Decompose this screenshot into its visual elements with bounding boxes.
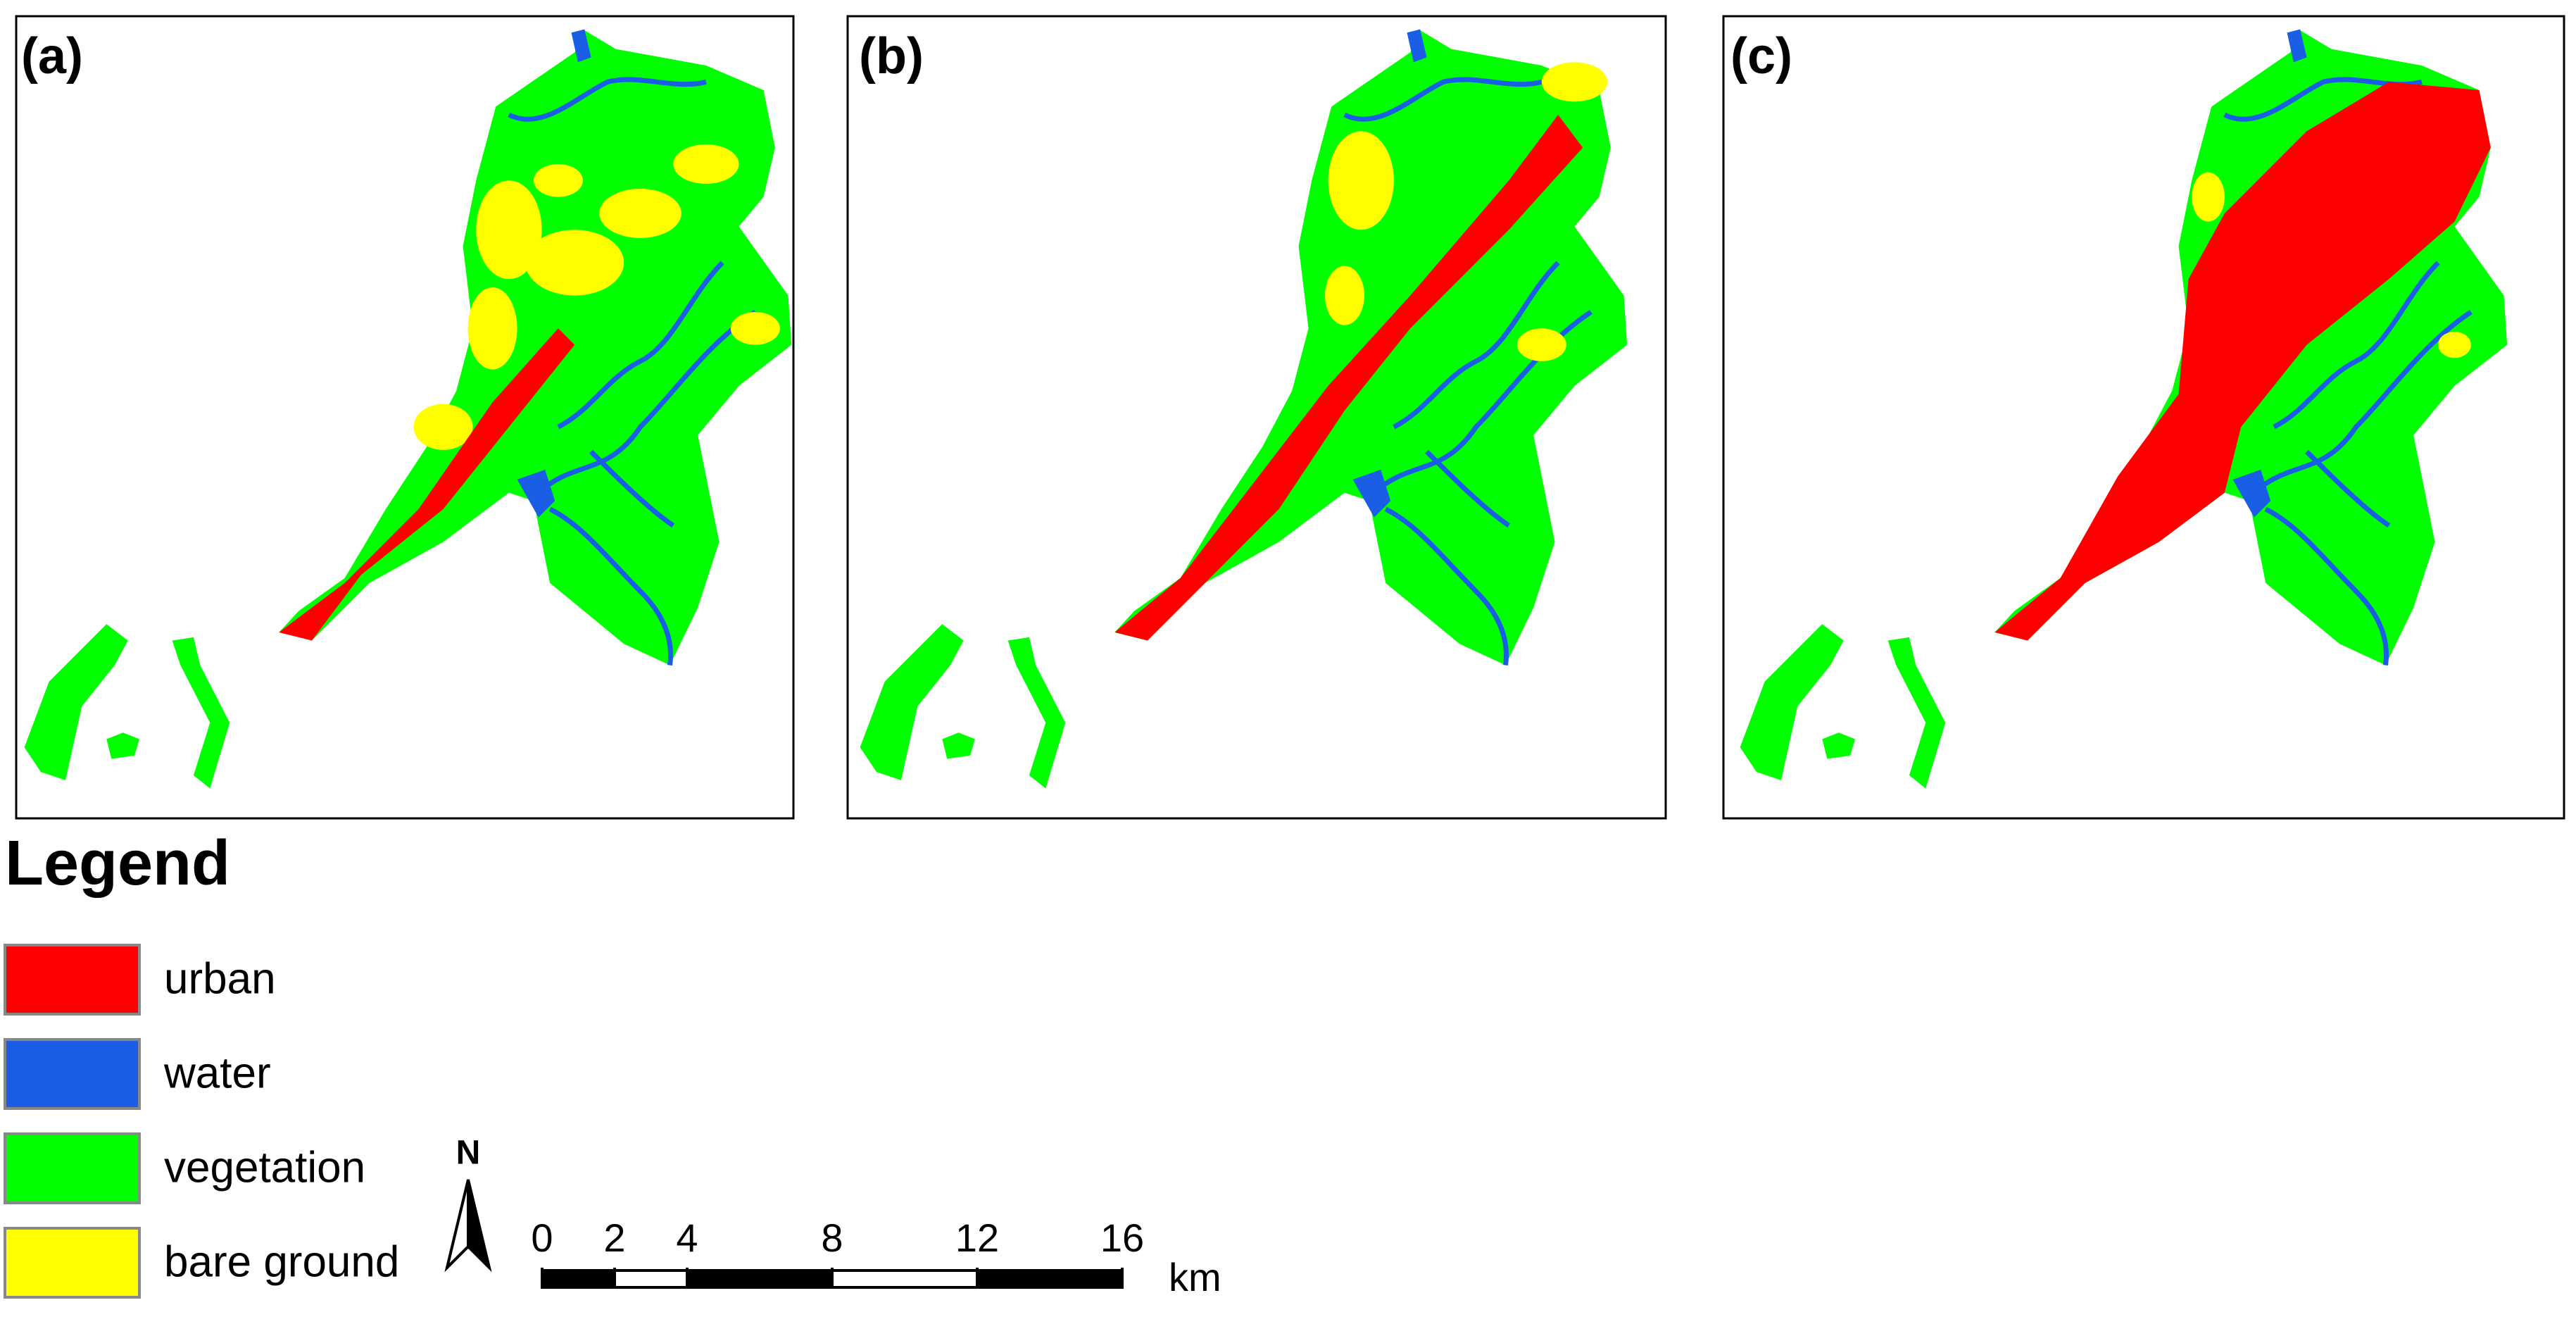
scale-segment — [976, 1269, 1124, 1289]
legend-swatch — [4, 944, 141, 1016]
scale-tick-label: 4 — [676, 1216, 698, 1260]
legend-label: bare ground — [164, 1237, 399, 1286]
legend-title: Legend — [5, 828, 230, 899]
scale-tick-label: 8 — [821, 1216, 843, 1260]
scale-tick-label: 2 — [603, 1216, 625, 1260]
north-label: N — [456, 1135, 481, 1172]
legend-label: water — [163, 1049, 271, 1097]
scale-tick-label: 12 — [955, 1216, 999, 1260]
legend-label: vegetation — [164, 1143, 365, 1192]
scale-segment — [831, 1269, 979, 1289]
legend-swatch — [4, 1227, 141, 1299]
scale-segment — [686, 1269, 834, 1289]
map — [860, 30, 1628, 789]
scale-segment — [613, 1269, 689, 1289]
map — [1740, 30, 2508, 789]
legend-label: urban — [164, 954, 276, 1003]
scale-tick-label: 16 — [1100, 1216, 1144, 1260]
map — [25, 30, 792, 789]
scale-unit: km — [1169, 1255, 1221, 1299]
scale-tick-label: 0 — [531, 1216, 553, 1260]
panel-label: (a) — [21, 28, 83, 85]
panel-label: (b) — [859, 28, 924, 85]
north-arrow: N — [444, 1135, 492, 1273]
scale-segment — [541, 1269, 616, 1289]
legend: urban water vegetation bare ground — [4, 944, 399, 1299]
scale-bar: 0 2 4 8 12 16 km — [531, 1216, 1221, 1299]
legend-swatch — [4, 1038, 141, 1110]
panel-label: (c) — [1730, 28, 1792, 85]
legend-swatch — [4, 1132, 141, 1204]
